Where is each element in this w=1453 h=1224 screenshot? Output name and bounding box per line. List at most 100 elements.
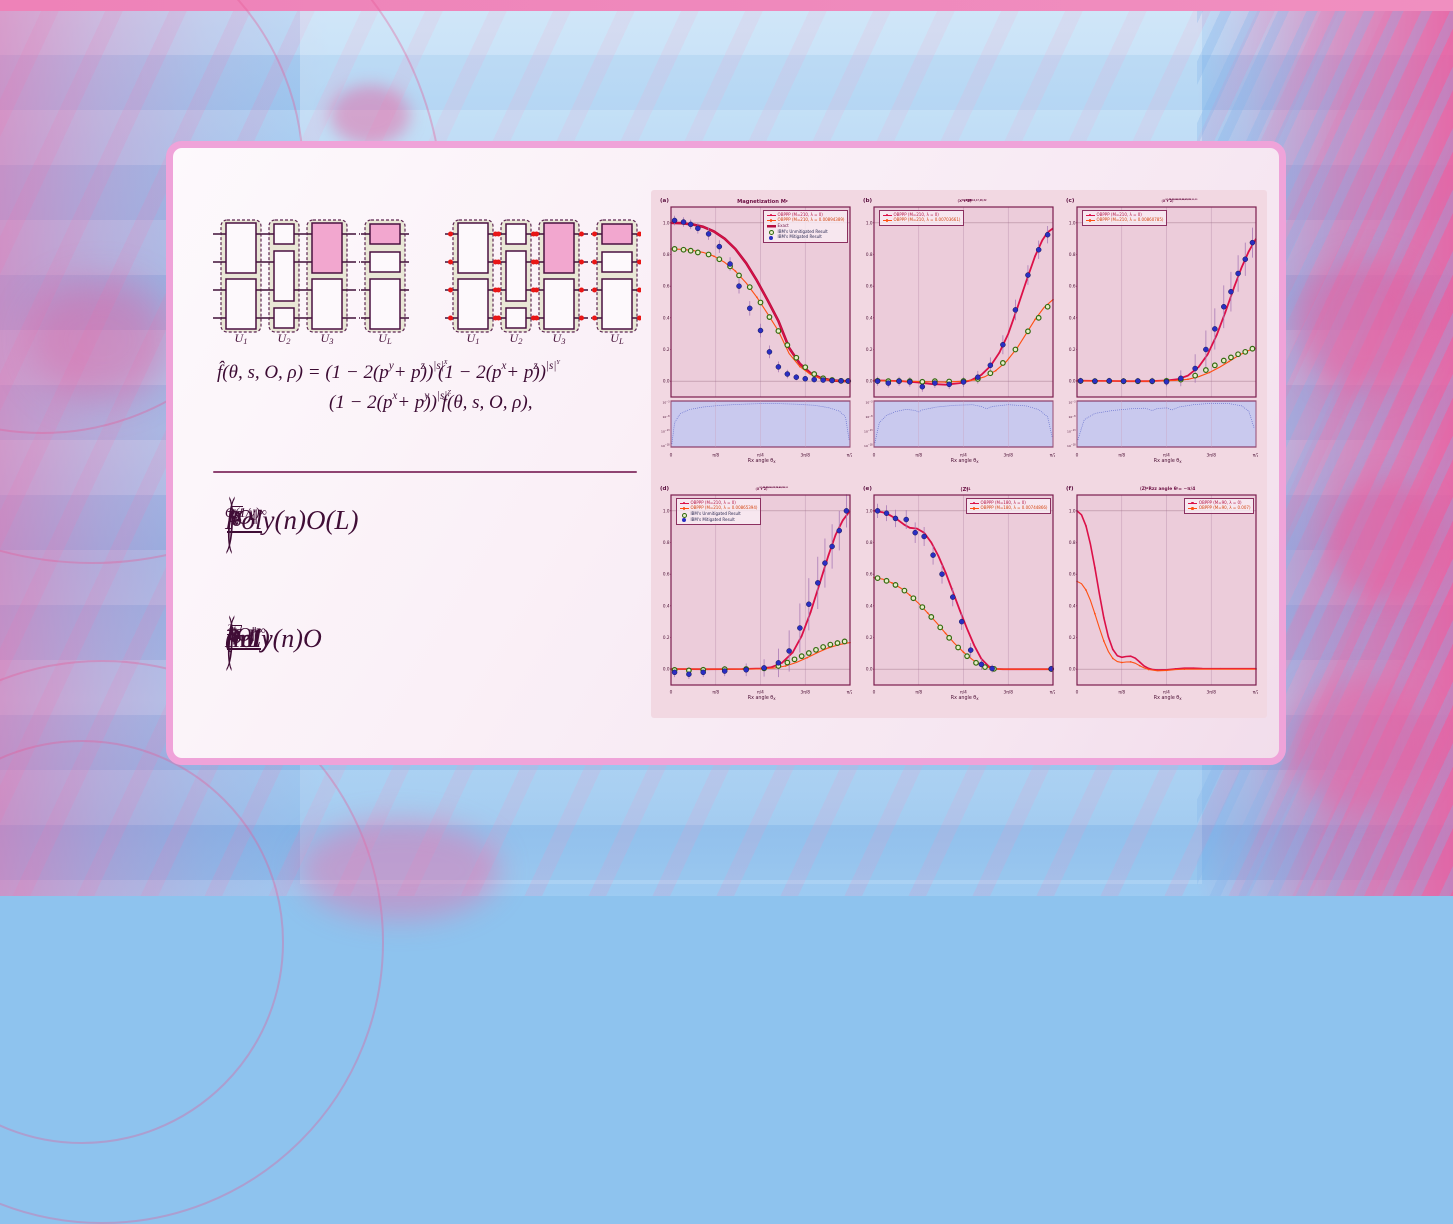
plot-panel-d: (d) ⟨X 37,41,52,56,57,58,62,79 Y 38,40,41,4… bbox=[659, 486, 852, 708]
unmitigated-point bbox=[1012, 346, 1019, 353]
decorative-blob bbox=[30, 280, 170, 400]
unmitigated-point bbox=[883, 577, 890, 584]
mitigated-point bbox=[843, 508, 850, 514]
unmitigated-point bbox=[1242, 348, 1249, 355]
legend-row: OBPPP (M=90, λ = 0.007) bbox=[1187, 505, 1251, 512]
pauli-noise-dot bbox=[637, 287, 641, 293]
svg-text:π/4: π/4 bbox=[757, 690, 764, 696]
svg-text:10−8: 10 −8 bbox=[1068, 415, 1076, 419]
svg-text:0.2: 0.2 bbox=[866, 635, 873, 640]
decorative-blob bbox=[1330, 480, 1440, 600]
gate-box-highlighted bbox=[601, 223, 633, 245]
gate-box bbox=[273, 223, 295, 245]
gate-box bbox=[505, 223, 527, 245]
mitigated-point bbox=[1012, 307, 1019, 313]
legend-row: IBM's Mitigated Result bbox=[767, 235, 845, 240]
svg-text:0.2: 0.2 bbox=[1069, 347, 1076, 352]
unmitigated-point bbox=[919, 378, 926, 385]
pauli-noise-dot bbox=[496, 259, 501, 265]
svg-text:1.0: 1.0 bbox=[866, 220, 873, 225]
equation-line-1: f̂(θ, s, O, ρ) = (1 − 2(p y + p z)) |s| X (1… bbox=[217, 359, 560, 383]
mitigated-point bbox=[1249, 239, 1256, 246]
svg-text:0.8: 0.8 bbox=[866, 252, 873, 257]
unmitigated-point bbox=[1249, 345, 1256, 352]
mitigated-point bbox=[815, 580, 821, 586]
svg-text:0.6: 0.6 bbox=[866, 284, 873, 289]
legend-swatch-dot bbox=[767, 235, 776, 240]
mitigated-point bbox=[885, 380, 892, 386]
legend: OBPPP (M=90, λ = 0) OBPPP (M=90, λ = 0.00… bbox=[1184, 498, 1254, 514]
legend-label: IBM's Mitigated Result bbox=[777, 234, 822, 240]
svg-text:π/4: π/4 bbox=[1163, 453, 1170, 459]
mitigated-point bbox=[784, 371, 791, 377]
fraction-numerator: ‖O‖ ∞ bbox=[227, 505, 267, 533]
divider-line bbox=[213, 471, 637, 473]
mitigated-point bbox=[727, 261, 733, 267]
svg-text:1.0: 1.0 bbox=[866, 508, 873, 513]
unmitigated-point bbox=[811, 371, 818, 377]
panel-letter: (c) bbox=[1066, 198, 1075, 204]
svg-text:0.6: 0.6 bbox=[663, 572, 670, 577]
svg-text:10−3: 10 −3 bbox=[865, 400, 873, 404]
legend-label: OBPPP (M=90, λ = 0.007) bbox=[1198, 505, 1251, 511]
unmitigated-point bbox=[680, 246, 687, 253]
main-plot-c: 1.0 0.8 0.6 0.4 0.2 0.0 bbox=[1069, 206, 1257, 398]
unmitigated-point bbox=[1220, 357, 1227, 364]
svg-text:0.2: 0.2 bbox=[663, 347, 670, 352]
svg-text:0.4: 0.4 bbox=[1069, 315, 1076, 320]
pauli-noise-dot bbox=[534, 315, 539, 321]
gate-box bbox=[601, 278, 633, 330]
svg-text:π/8: π/8 bbox=[1118, 690, 1125, 696]
pauli-noise-dot bbox=[448, 231, 453, 237]
svg-text:3π/8: 3π/8 bbox=[800, 453, 810, 459]
residual-curve bbox=[874, 404, 1053, 443]
svg-text:π/2: π/2 bbox=[1050, 690, 1055, 696]
unmitigated-point bbox=[687, 247, 694, 254]
open-paren: ( bbox=[227, 603, 234, 672]
mitigated-point bbox=[950, 594, 956, 600]
panel-letter: (b) bbox=[863, 198, 873, 204]
unmitigated-point bbox=[716, 256, 723, 263]
mitigated-point bbox=[912, 529, 918, 536]
mitigated-point bbox=[1212, 326, 1218, 332]
pauli-noise-dot bbox=[579, 259, 584, 265]
unmitigated-point bbox=[791, 656, 798, 663]
mitigated-point bbox=[838, 378, 844, 384]
svg-text:1.0: 1.0 bbox=[1069, 220, 1076, 225]
pauli-noise-dot bbox=[496, 315, 501, 321]
x-axis-ticks: 0 π/8 π/4 3π/8 π/2 bbox=[1076, 690, 1258, 696]
x-axis-ticks: 0 π/8 π/4 3π/8 π/2 bbox=[1076, 453, 1258, 459]
unmitigated-point bbox=[937, 624, 944, 631]
mitigated-point bbox=[1035, 247, 1042, 253]
svg-text:10−8: 10 −8 bbox=[865, 415, 873, 419]
decorative-blob bbox=[1300, 260, 1430, 390]
mitigated-point bbox=[896, 378, 902, 384]
legend-label: OBPPP (M=180, λ = 0.00744866) bbox=[980, 505, 1048, 511]
gate-box bbox=[601, 251, 633, 273]
unmitigated-point bbox=[1228, 354, 1234, 361]
pauli-noise-dot bbox=[592, 259, 597, 265]
svg-text:0.6: 0.6 bbox=[663, 284, 670, 289]
mitigated-point bbox=[705, 231, 712, 237]
mitigated-point bbox=[822, 560, 828, 566]
svg-text:0.0: 0.0 bbox=[1069, 379, 1076, 384]
decorative-arc bbox=[0, 740, 284, 1144]
svg-text:0.0: 0.0 bbox=[663, 667, 670, 672]
mitigated-point bbox=[1228, 288, 1234, 295]
mitigated-point bbox=[687, 221, 694, 228]
legend-swatch-line bbox=[766, 218, 776, 224]
mitigated-point bbox=[1192, 365, 1198, 372]
mitigated-point bbox=[721, 668, 728, 674]
mitigated-point bbox=[939, 571, 945, 577]
close-paren: ) bbox=[227, 484, 234, 555]
unmitigated-point bbox=[805, 650, 812, 656]
svg-text:0.0: 0.0 bbox=[1069, 667, 1076, 672]
legend-row: IBM's Mitigated Result bbox=[680, 517, 758, 523]
